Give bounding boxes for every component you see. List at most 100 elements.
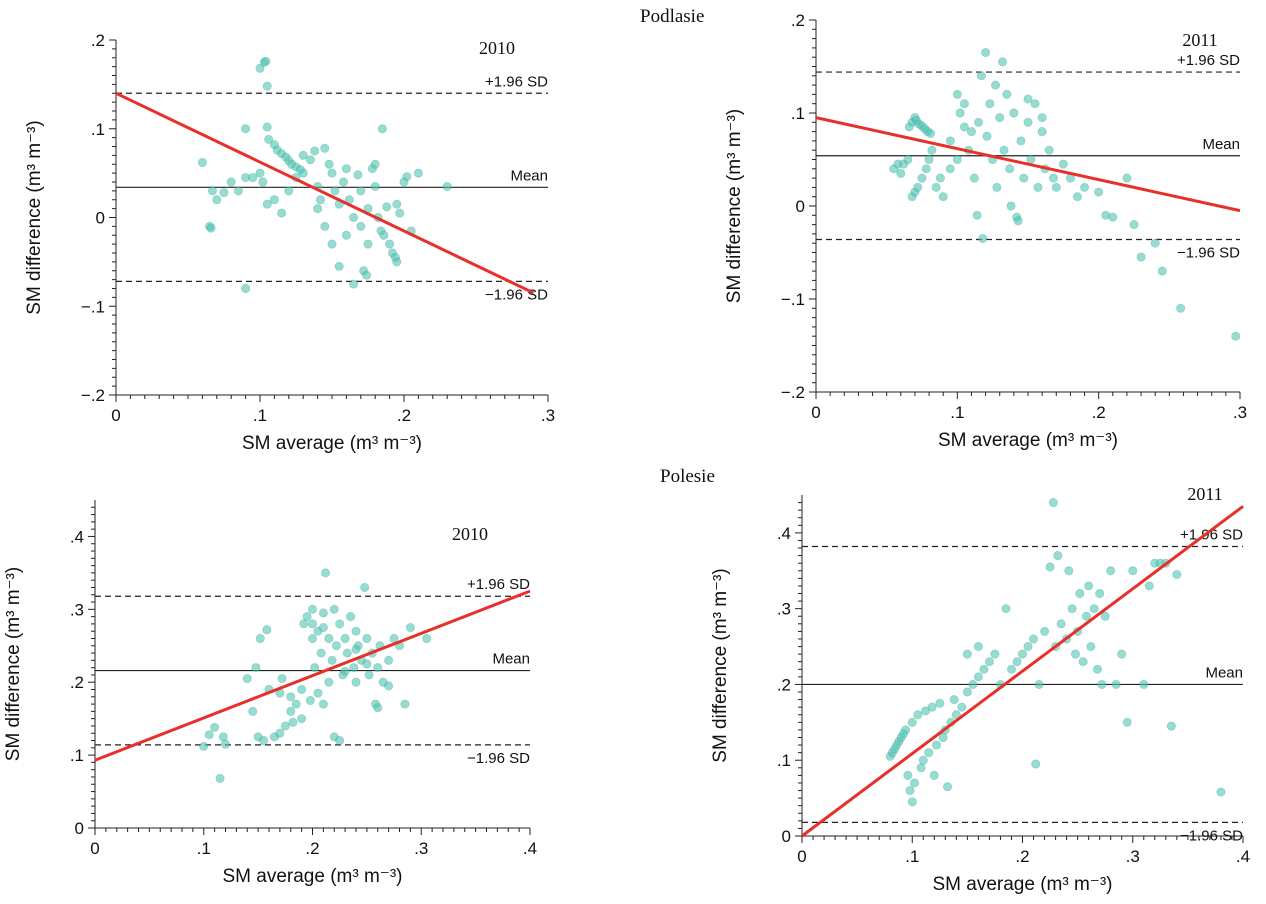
data-point — [329, 604, 339, 614]
data-point — [264, 134, 274, 144]
data-point — [305, 695, 315, 706]
data-point — [1023, 117, 1033, 127]
reference-line-label: Mean — [1205, 664, 1243, 681]
y-tick-label: −.1 — [81, 297, 105, 316]
data-point — [949, 694, 959, 705]
data-point — [210, 722, 220, 733]
y-tick-label: −.2 — [81, 386, 105, 405]
data-point — [1031, 759, 1041, 769]
data-point — [952, 154, 962, 165]
data-point — [1045, 562, 1055, 572]
data-point — [392, 199, 402, 209]
y-tick-label: .2 — [91, 31, 105, 50]
data-point — [1111, 679, 1121, 690]
y-tick-label: .3 — [70, 600, 84, 619]
data-point — [206, 223, 216, 233]
data-point — [917, 173, 927, 183]
reference-line-label: −1.96 SD — [1177, 244, 1240, 261]
data-point — [334, 261, 344, 271]
data-point — [952, 89, 962, 100]
data-point — [297, 684, 307, 695]
x-tick-label: .3 — [414, 839, 428, 858]
data-point — [1144, 581, 1154, 591]
data-point — [370, 181, 380, 192]
x-tick-label: .1 — [197, 839, 211, 858]
data-point — [1019, 173, 1029, 183]
data-point — [320, 221, 330, 231]
data-point — [1070, 649, 1081, 659]
data-point — [1058, 159, 1068, 169]
data-point — [318, 608, 328, 618]
data-point — [924, 154, 934, 165]
data-point — [315, 195, 326, 205]
data-point — [913, 710, 923, 720]
reference-line-label: +1.96 SD — [1180, 527, 1243, 544]
reference-line-label: −1.96 SD — [485, 286, 548, 303]
data-point — [997, 57, 1008, 67]
y-axis-label: SM difference (m³ m⁻³) — [24, 120, 45, 314]
data-point — [320, 143, 330, 153]
data-point — [1128, 566, 1138, 576]
data-point — [324, 633, 334, 644]
data-point — [1023, 641, 1033, 652]
data-point — [1006, 201, 1016, 211]
data-point — [330, 186, 340, 196]
data-point — [269, 195, 279, 205]
group-title-polesie: Polesie — [660, 466, 715, 487]
data-point — [1089, 604, 1099, 614]
x-axis-label: SM average (m³ m⁻³) — [933, 874, 1113, 895]
y-tick-label: .3 — [777, 600, 791, 619]
chart-panel-0: 0 .1 .2 .3 −.2 −.1 0 .1 .2 SM average (m³ m⁻³) SM … — [24, 31, 555, 454]
x-axis-label: SM average (m³ m⁻³) — [242, 433, 422, 454]
data-point — [1051, 182, 1061, 192]
data-point — [258, 177, 268, 187]
data-point — [342, 648, 352, 658]
data-point — [226, 177, 236, 187]
data-point — [258, 735, 269, 746]
data-point — [377, 124, 387, 134]
data-point — [1002, 89, 1012, 100]
data-point — [384, 239, 395, 249]
data-point — [959, 122, 970, 132]
data-point — [990, 80, 1001, 90]
x-tick-label: 0 — [811, 403, 820, 422]
data-point — [255, 633, 265, 644]
x-tick-label: .1 — [253, 406, 267, 425]
chart-panel-3: 0 .1 .2 .3 .4 0 .1 .2 .3 .4 SM average (m³ m⁻³) SM … — [710, 484, 1250, 895]
data-point — [327, 239, 337, 249]
y-tick-label: .4 — [70, 527, 84, 546]
data-point — [945, 164, 955, 174]
data-point — [255, 63, 265, 74]
data-point — [1030, 99, 1040, 109]
chart-panel-1: 0 .1 .2 .3 −.2 −.1 0 .1 .2 SM average (m³ m⁻³) SM … — [724, 11, 1247, 451]
data-point — [1092, 664, 1103, 674]
data-point — [405, 622, 415, 633]
data-point — [969, 173, 979, 183]
data-point — [392, 257, 402, 267]
data-point — [921, 164, 931, 174]
data-point — [1097, 679, 1107, 690]
data-point — [298, 168, 308, 178]
y-tick-label: .2 — [70, 673, 84, 692]
data-point — [324, 677, 334, 687]
data-point — [1017, 649, 1028, 659]
data-point — [927, 702, 937, 712]
data-point — [957, 702, 967, 712]
data-point — [1231, 331, 1241, 341]
reference-line-label: Mean — [492, 651, 530, 668]
x-tick-label: .4 — [1236, 847, 1250, 866]
data-point — [1084, 581, 1094, 591]
data-point — [349, 663, 359, 673]
data-point — [335, 619, 345, 629]
data-point — [973, 641, 984, 652]
data-point — [968, 679, 978, 690]
data-point — [345, 612, 356, 622]
data-point — [966, 127, 977, 137]
data-point — [395, 208, 405, 218]
data-point — [1122, 173, 1132, 183]
data-point — [291, 699, 301, 709]
data-point — [1150, 238, 1160, 248]
data-point — [942, 782, 953, 792]
data-point — [233, 186, 243, 196]
data-point — [324, 159, 334, 169]
